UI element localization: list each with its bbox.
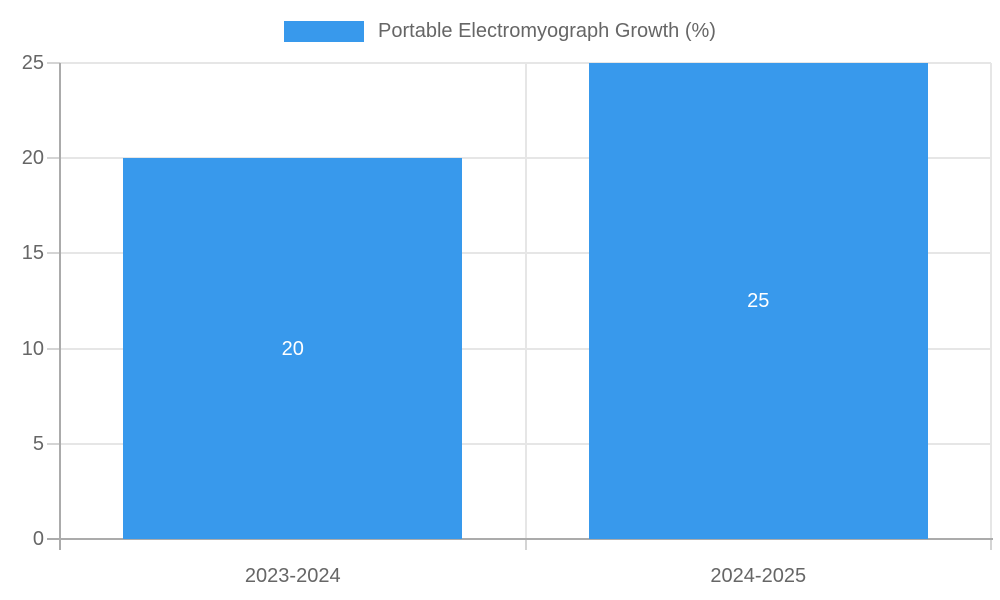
y-tick-mark <box>47 157 60 160</box>
y-axis-line <box>59 63 61 550</box>
x-gridline <box>525 63 527 539</box>
y-tick-mark <box>47 252 60 255</box>
legend-swatch <box>284 20 365 42</box>
y-tick-mark <box>47 442 60 445</box>
y-tick-label: 0 <box>32 528 44 550</box>
bar-value-label: 20 <box>281 337 304 360</box>
x-gridline <box>990 63 992 539</box>
y-tick-label: 25 <box>21 52 44 74</box>
x-tick-label: 2023-2024 <box>244 565 341 587</box>
legend-item[interactable]: Portable Electromyograph Growth (%) <box>0 20 1000 42</box>
y-tick-label: 10 <box>21 337 44 360</box>
x-tick-mark <box>525 539 527 550</box>
y-tick-label: 20 <box>21 147 44 170</box>
legend-label: Portable Electromyograph Growth (%) <box>378 19 716 42</box>
bar[interactable] <box>589 63 928 539</box>
x-tick-label: 2024-2025 <box>710 565 807 587</box>
plot-area: 0 5 10 15 20 25 20 2023-2024 25 2024-2025 <box>22 53 993 587</box>
bar-value-label: 25 <box>747 290 770 312</box>
y-tick-mark <box>47 62 60 64</box>
x-axis-line <box>47 538 993 540</box>
y-tick-mark <box>47 347 60 350</box>
y-tick-label: 15 <box>21 242 44 265</box>
y-tick-label: 5 <box>32 432 44 455</box>
bar[interactable] <box>123 158 462 539</box>
x-tick-mark <box>990 539 992 550</box>
